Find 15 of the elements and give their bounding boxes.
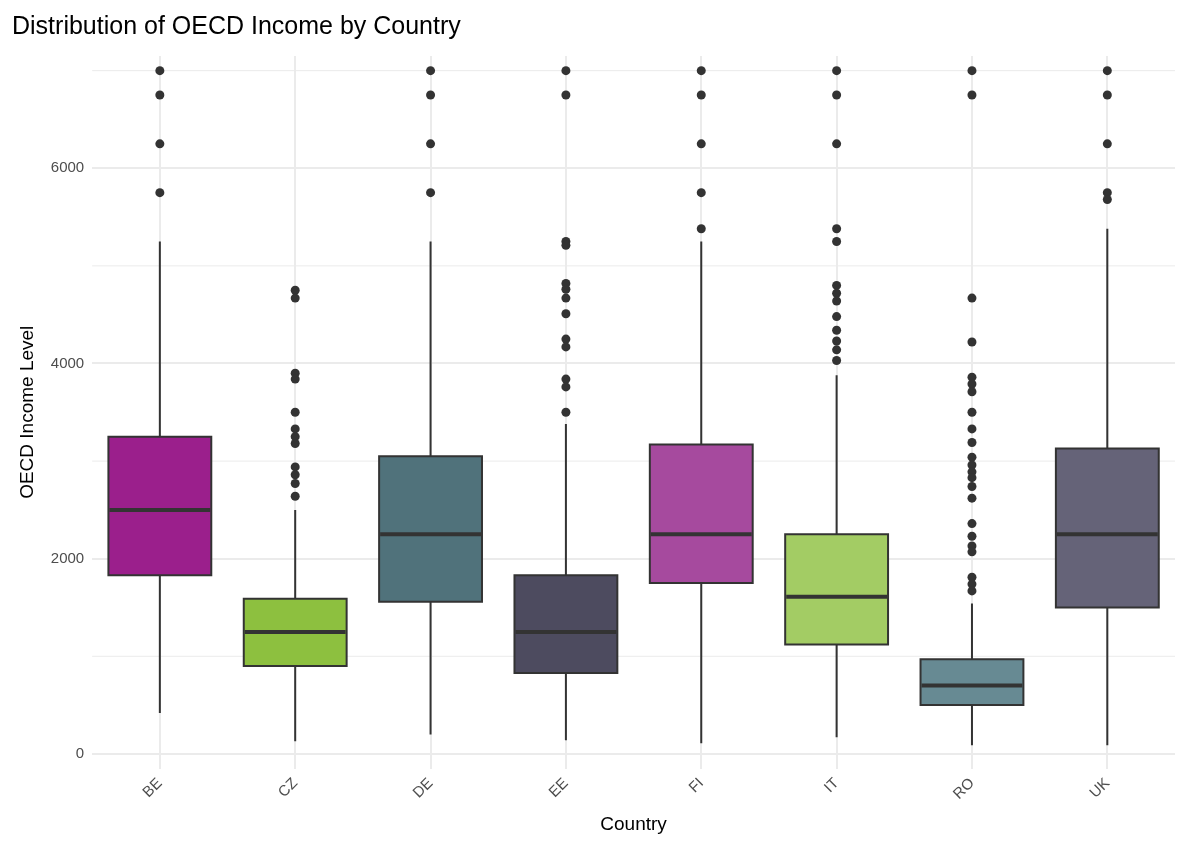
x-tick-label: EE [544, 773, 571, 801]
chart-title: Distribution of OECD Income by Country [12, 10, 462, 39]
x-axis-title: Country [600, 812, 668, 834]
y-tick-label: 0 [75, 744, 85, 762]
y-tick-label: 6000 [50, 158, 85, 176]
y-tick-label: 2000 [50, 548, 85, 566]
x-tick-label: UK [1085, 773, 1113, 801]
x-tick-label: CZ [274, 773, 301, 801]
x-tick-label: DE [408, 773, 436, 801]
x-tick-label: FI [684, 773, 707, 796]
y-axis-title: OECD Income Level [15, 325, 37, 499]
y-tick-label: 4000 [50, 353, 85, 371]
x-tick-label: BE [138, 773, 165, 801]
x-tick-label: RO [949, 773, 978, 802]
x-tick-label: IT [820, 773, 842, 796]
